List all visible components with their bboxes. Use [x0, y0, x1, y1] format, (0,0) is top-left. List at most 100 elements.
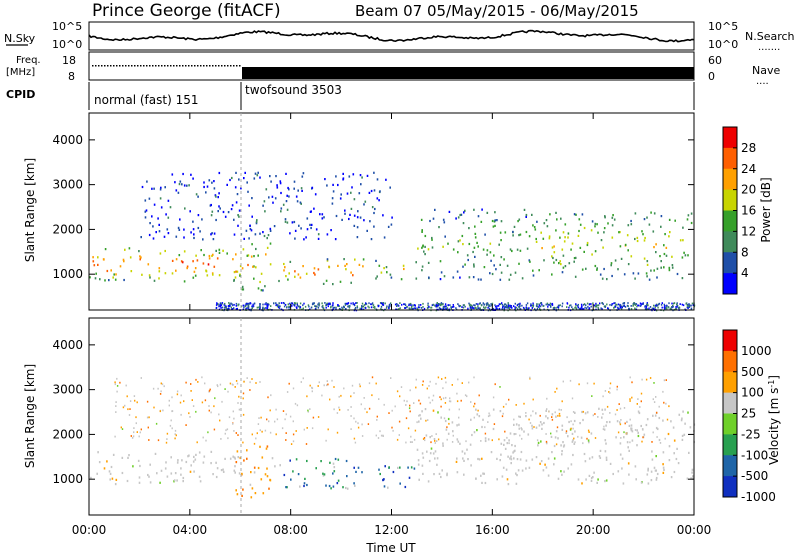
power-echo-cell: [233, 218, 235, 221]
velocity-echo-cell: [242, 488, 244, 491]
velocity-echo-cell: [547, 474, 550, 477]
power-colorbar-tick-label: 24: [741, 162, 756, 176]
power-echo-cell: [495, 305, 497, 308]
power-echo-cell: [494, 224, 496, 227]
velocity-echo-cell: [127, 456, 129, 459]
power-echo-cell: [634, 307, 636, 310]
power-echo-cell: [211, 210, 214, 213]
power-echo-cell: [595, 305, 598, 308]
x-tick-label: 08:00: [273, 523, 308, 537]
power-echo-cell: [632, 272, 635, 275]
power-echo-cell: [439, 307, 441, 310]
power-echo-cell: [175, 189, 178, 192]
power-echo-cell: [665, 305, 668, 307]
power-echo-cell: [671, 264, 674, 267]
power-echo-cell: [690, 307, 693, 310]
power-echo-cell: [593, 304, 596, 307]
power-echo-cell: [302, 172, 305, 175]
velocity-echo-cell: [421, 464, 424, 467]
power-echo-cell: [213, 180, 215, 183]
velocity-echo-cell: [422, 438, 425, 440]
velocity-echo-cell: [508, 442, 510, 445]
power-echo-cell: [501, 307, 503, 310]
power-echo-cell: [305, 236, 307, 239]
velocity-echo-cell: [655, 478, 658, 481]
velocity-echo-cell: [285, 439, 287, 441]
power-echo-cell: [457, 240, 460, 243]
velocity-echo-cell: [226, 428, 229, 431]
velocity-echo-cell: [605, 442, 607, 445]
power-echo-cell: [390, 302, 392, 305]
nave-label: Nave: [752, 64, 780, 77]
power-echo-cell: [552, 256, 554, 260]
velocity-echo-cell: [655, 469, 657, 472]
velocity-echo-cell: [647, 469, 649, 472]
power-echo-cell: [363, 304, 366, 306]
velocity-echo-cell: [689, 426, 692, 429]
power-echo-cell: [622, 302, 624, 305]
power-echo-cell: [646, 275, 648, 278]
velocity-echo-cell: [588, 441, 590, 444]
power-echo-cell: [327, 303, 329, 305]
power-echo-cell: [374, 207, 376, 211]
power-echo-cell: [656, 304, 659, 307]
power-echo-cell: [378, 199, 380, 202]
power-echo-cell: [534, 308, 536, 310]
power-echo-cell: [259, 232, 261, 235]
power-echo-cell: [296, 307, 298, 309]
power-echo-cell: [575, 213, 577, 216]
power-echo-cell: [182, 172, 184, 176]
power-echo-cell: [581, 307, 583, 309]
power-echo-cell: [474, 225, 476, 228]
velocity-echo-cell: [519, 415, 521, 418]
power-echo-cell: [364, 200, 367, 203]
power-echo-cell: [313, 271, 315, 275]
power-echo-cell: [458, 304, 460, 307]
power-echo-cell: [112, 276, 114, 279]
power-echo-cell: [366, 229, 368, 232]
velocity-echo-cell: [182, 476, 185, 480]
velocity-echo-cell: [368, 407, 371, 410]
velocity-echo-cell: [508, 439, 510, 442]
power-echo-cell: [623, 305, 626, 307]
power-echo-cell: [375, 259, 377, 262]
velocity-echo-cell: [242, 441, 244, 444]
velocity-echo-cell: [555, 443, 558, 446]
power-echo-cell: [333, 306, 336, 309]
power-echo-cell: [611, 224, 614, 227]
power-colorbar-band: [723, 273, 737, 295]
velocity-echo-cell: [180, 413, 182, 416]
velocity-echo-cell: [391, 409, 393, 412]
velocity-echo-cell: [447, 417, 450, 421]
power-echo-cell: [352, 303, 354, 306]
power-echo-cell: [637, 304, 639, 307]
velocity-echo-cell: [405, 441, 407, 444]
velocity-echo-cell: [111, 477, 114, 480]
power-echo-cell: [262, 289, 264, 292]
power-echo-cell: [158, 223, 160, 226]
velocity-echo-cell: [126, 479, 129, 483]
power-echo-cell: [617, 306, 619, 309]
power-echo-cell: [332, 306, 334, 309]
power-echo-cell: [189, 210, 191, 213]
power-echo-cell: [603, 231, 605, 234]
velocity-echo-cell: [415, 386, 417, 389]
velocity-echo-cell: [587, 429, 590, 432]
velocity-echo-cell: [619, 407, 622, 410]
freq-dot: [221, 65, 223, 67]
power-echo-cell: [455, 307, 457, 309]
power-echo-cell: [205, 191, 207, 194]
power-echo-cell: [526, 302, 529, 305]
velocity-echo-cell: [483, 472, 485, 475]
power-echo-cell: [286, 221, 289, 224]
cpid-panel: CPID normal (fast) 151 twofsound 3503: [6, 82, 695, 110]
velocity-echo-cell: [407, 466, 409, 469]
velocity-echo-cell: [427, 480, 430, 483]
power-echo-cell: [479, 302, 481, 305]
power-echo-cell: [284, 304, 287, 306]
velocity-echo-cell: [510, 458, 513, 461]
power-echo-cell: [681, 303, 683, 306]
power-echo-cell: [509, 273, 512, 276]
power-echo-cell: [313, 207, 315, 210]
velocity-echo-cell: [492, 396, 495, 399]
